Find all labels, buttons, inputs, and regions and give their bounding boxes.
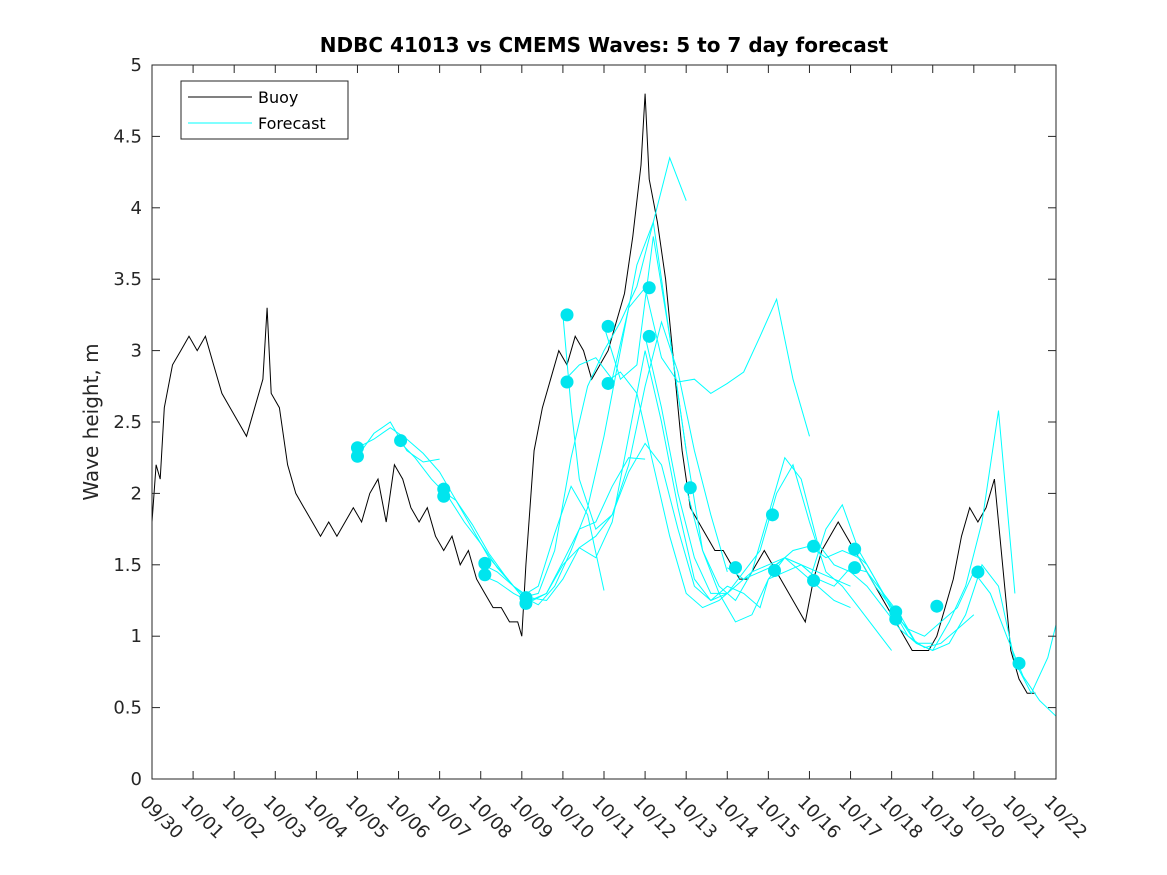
legend: Buoy Forecast [180, 80, 349, 140]
forecast-marker [848, 561, 862, 575]
forecast-marker [683, 481, 697, 495]
forecast-line-16 [809, 503, 1057, 717]
y-tick-label: 1 [131, 626, 142, 647]
forecast-marker [478, 568, 492, 582]
forecast-markers [350, 281, 1026, 670]
forecast-marker [765, 508, 779, 522]
y-tick-label: 4.5 [113, 126, 142, 147]
y-tick-label: 4 [131, 198, 142, 219]
forecast-marker [930, 599, 944, 613]
forecast-marker [437, 489, 451, 503]
forecast-marker [971, 565, 985, 579]
forecast-marker [768, 564, 782, 578]
y-tick-label: 2 [131, 483, 142, 504]
y-tick-label: 3.5 [113, 269, 142, 290]
forecast-marker [601, 319, 615, 333]
forecast-marker [728, 561, 742, 575]
y-tick-label: 5 [131, 55, 142, 76]
forecast-marker [807, 574, 821, 588]
y-axis-ticks: 0 0.5 1 1.5 2 2.5 3 3.5 4 4.5 5 [113, 55, 1056, 790]
forecast-marker [848, 542, 862, 556]
y-tick-label: 2.5 [113, 412, 142, 433]
forecast-marker [560, 375, 574, 389]
forecast-marker [1012, 656, 1026, 670]
forecast-line-12 [644, 336, 892, 651]
y-tick-label: 0 [131, 769, 142, 790]
forecast-line-15 [768, 410, 1016, 652]
forecast-marker [478, 556, 492, 570]
chart-title: NDBC 41013 vs CMEMS Waves: 5 to 7 day fo… [320, 33, 889, 57]
y-tick-label: 0.5 [113, 698, 142, 719]
forecast-marker [350, 449, 364, 463]
forecast-line-7 [521, 156, 687, 599]
legend-box [180, 80, 349, 140]
forecast-line-10 [603, 236, 851, 623]
forecast-line-5 [480, 320, 728, 602]
forecast-line-9 [562, 286, 810, 437]
legend-forecast-label: Forecast [258, 114, 326, 133]
legend-buoy-label: Buoy [258, 88, 298, 107]
forecast-marker [642, 281, 656, 295]
buoy-line [151, 93, 1036, 694]
y-axis-label: Wave height, m [79, 343, 103, 500]
forecast-marker [601, 376, 615, 390]
y-tick-label: 3 [131, 341, 142, 362]
forecast-line-17 [850, 548, 1057, 695]
forecast-marker [394, 434, 408, 448]
forecast-marker [519, 596, 533, 610]
forecast-marker [889, 612, 903, 626]
forecast-line-4 [439, 220, 687, 606]
y-tick-label: 1.5 [113, 555, 142, 576]
forecast-line-1 [357, 427, 605, 597]
forecast-marker [807, 539, 821, 553]
forecast-marker [560, 308, 574, 322]
forecast-marker [642, 329, 656, 343]
